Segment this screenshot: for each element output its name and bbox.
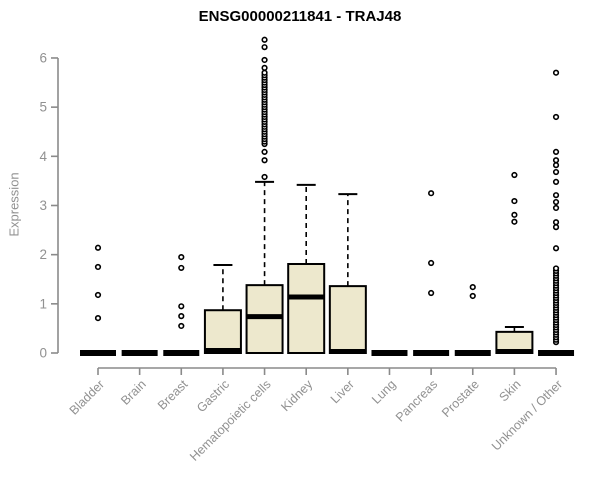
outlier-point: [178, 254, 185, 261]
y-tick-label: 0: [39, 346, 47, 361]
y-tick-label: 3: [39, 198, 47, 213]
y-tick-label: 1: [39, 296, 47, 311]
x-category-label: Brain: [118, 377, 149, 408]
box-collapsed-Bladder: [80, 350, 116, 356]
box-collapsed-Pancreas: [413, 350, 450, 356]
x-category-label: Hematopoietic cells: [187, 377, 274, 464]
outlier-point: [552, 69, 560, 76]
box-Kidney: [287, 263, 326, 354]
x-category-label: Bladder: [67, 377, 107, 417]
outlier-point: [94, 244, 102, 251]
x-category-label: Kidney: [278, 377, 315, 414]
chart-title: ENSG00000211841 - TRAJ48: [198, 8, 402, 25]
x-category-label: Skin: [496, 377, 523, 404]
outlier-point: [511, 211, 518, 218]
x-category-label: Breast: [155, 377, 191, 413]
outlier-point: [552, 162, 560, 169]
x-category-label: Prostate: [439, 377, 482, 420]
box-Gastric: [203, 309, 242, 355]
outlier-point: [178, 264, 185, 272]
outlier-point: [94, 314, 102, 322]
box-Liver: [328, 285, 367, 355]
outlier-point: [552, 265, 560, 272]
x-category-label: Liver: [328, 377, 357, 406]
outlier-point: [428, 289, 435, 297]
outlier-point: [552, 148, 560, 155]
outlier-point: [261, 173, 268, 181]
x-category-label: Gastric: [194, 377, 232, 415]
outlier-point: [261, 148, 268, 155]
outlier-point: [178, 322, 185, 330]
outlier-point: [552, 157, 560, 164]
outlier-point: [261, 64, 268, 71]
x-category-label: Lung: [369, 377, 399, 407]
box-collapsed-Lung: [371, 350, 408, 356]
outlier-point: [261, 157, 268, 164]
outlier-point: [552, 204, 560, 212]
outlier-point: [469, 284, 476, 291]
outlier-point: [552, 198, 560, 206]
outlier-point: [261, 56, 268, 64]
y-tick-label: 6: [39, 50, 47, 65]
box-collapsed-Brain: [121, 350, 158, 356]
outlier-point: [552, 168, 560, 176]
x-category-label: Unknown / Other: [489, 377, 565, 453]
outlier-point: [552, 113, 560, 121]
outlier-point: [511, 218, 518, 225]
outlier-point: [178, 303, 185, 310]
outlier-point: [428, 259, 435, 267]
outlier-point: [469, 292, 476, 300]
outlier-point: [552, 219, 560, 226]
outlier-point: [178, 313, 185, 320]
outlier-point: [94, 291, 102, 299]
box-collapsed-Breast: [163, 350, 200, 356]
outlier-point: [94, 263, 102, 271]
box-collapsed-Unknown / Other: [538, 350, 575, 356]
outlier-point: [552, 192, 560, 199]
box-collapsed-Prostate: [454, 350, 491, 356]
outlier-point: [261, 44, 268, 51]
x-category-label: Pancreas: [393, 377, 440, 424]
outlier-point: [428, 190, 435, 197]
y-tick-label: 4: [39, 149, 47, 164]
outlier-point: [261, 69, 268, 76]
outlier-point: [552, 178, 560, 185]
y-tick-label: 2: [39, 247, 47, 262]
outlier-point: [511, 171, 518, 179]
outlier-point: [552, 245, 560, 252]
outlier-point: [261, 36, 268, 43]
y-tick-label: 5: [39, 100, 47, 115]
outlier-point: [511, 197, 518, 205]
outlier-point: [552, 224, 560, 231]
